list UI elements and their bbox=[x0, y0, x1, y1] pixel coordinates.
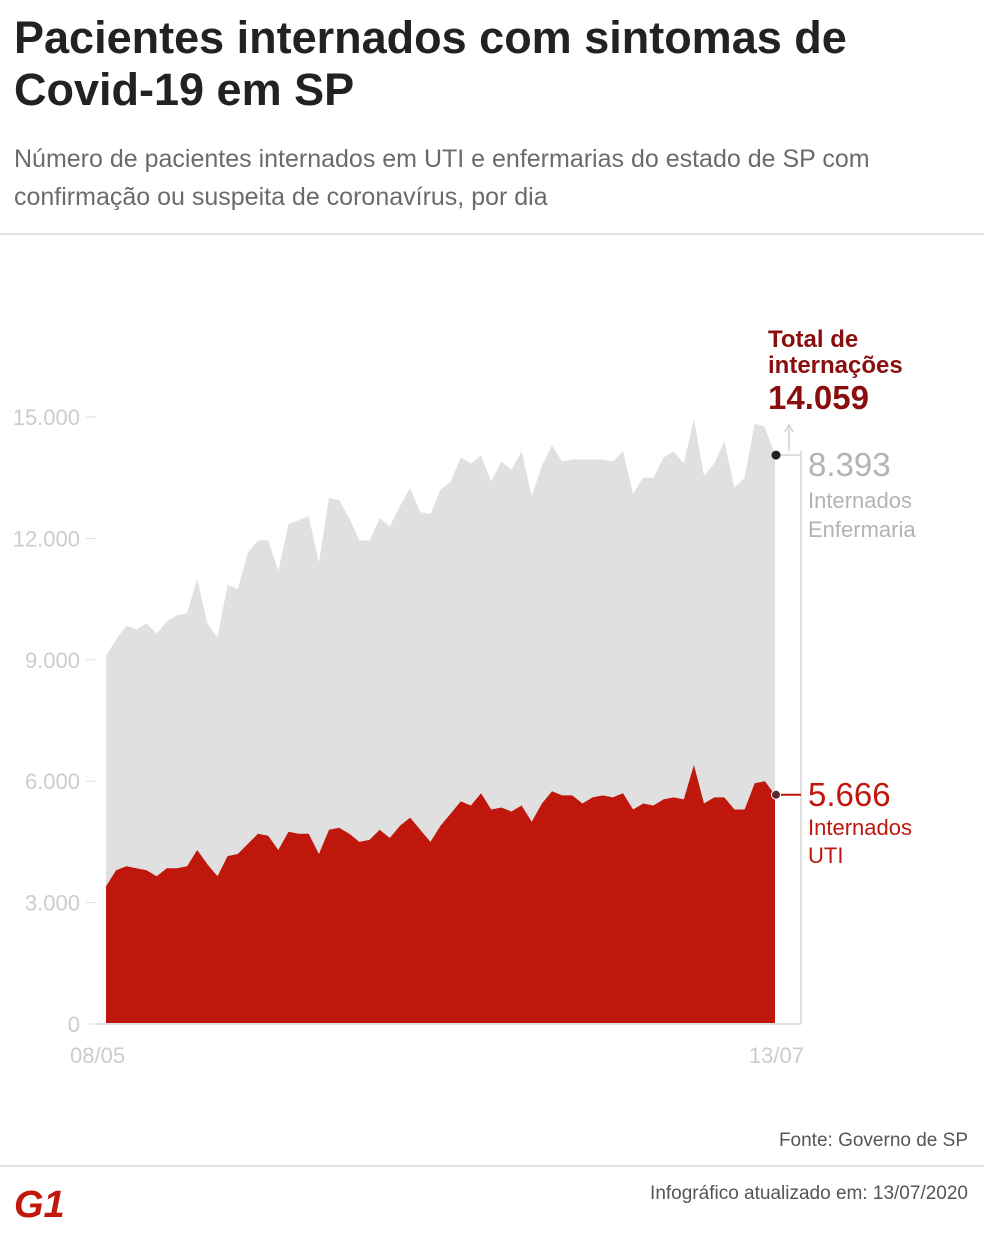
updated-note: Infográfico atualizado em: 13/07/2020 bbox=[650, 1183, 968, 1204]
total-arrow-head bbox=[784, 423, 794, 433]
total-label-line2: internações bbox=[768, 352, 903, 379]
chart-subtitle: Número de pacientes internados em UTI e … bbox=[14, 145, 870, 211]
uti-area bbox=[106, 765, 775, 1024]
uti-end-point bbox=[771, 789, 781, 800]
header-divider bbox=[0, 233, 984, 235]
enfermaria-value: 8.393 bbox=[808, 446, 891, 483]
g1-logo: G1 bbox=[14, 1184, 65, 1223]
enfermaria-label-line2: Enfermaria bbox=[808, 517, 916, 542]
uti-value: 5.666 bbox=[808, 776, 891, 813]
total-end-point bbox=[771, 450, 781, 460]
enfermaria-annotation: 8.393 Internados Enfermaria bbox=[808, 446, 916, 542]
uti-label-line2: UTI bbox=[808, 843, 843, 868]
enfermaria-label-line1: Internados bbox=[808, 488, 912, 513]
source-note: Fonte: Governo de SP bbox=[778, 1130, 968, 1151]
uti-label-line1: Internados bbox=[808, 815, 912, 840]
y-tick-label: 12.000 bbox=[13, 526, 80, 551]
footer-divider bbox=[0, 1165, 984, 1167]
x-tick-start: 08/05 bbox=[70, 1043, 125, 1068]
y-axis-ticks: 0 3.000 6.000 9.000 12.000 15.000 bbox=[13, 405, 96, 1037]
uti-annotation: 5.666 Internados UTI bbox=[808, 776, 912, 868]
total-value: 14.059 bbox=[768, 379, 869, 416]
g1-logo-text: G1 bbox=[14, 1184, 65, 1223]
y-tick-label: 0 bbox=[68, 1012, 80, 1037]
y-tick-label: 9.000 bbox=[25, 648, 80, 673]
y-tick-label: 6.000 bbox=[25, 769, 80, 794]
total-annotation: Total de internações 14.059 bbox=[768, 326, 903, 416]
chart-title: Pacientes internados com sintomas de Cov… bbox=[14, 12, 847, 115]
x-axis-labels: 08/05 13/07 bbox=[70, 1043, 804, 1068]
y-tick-label: 3.000 bbox=[25, 891, 80, 916]
x-tick-end: 13/07 bbox=[749, 1043, 804, 1068]
total-label-line1: Total de bbox=[768, 326, 858, 353]
y-tick-label: 15.000 bbox=[13, 405, 80, 430]
